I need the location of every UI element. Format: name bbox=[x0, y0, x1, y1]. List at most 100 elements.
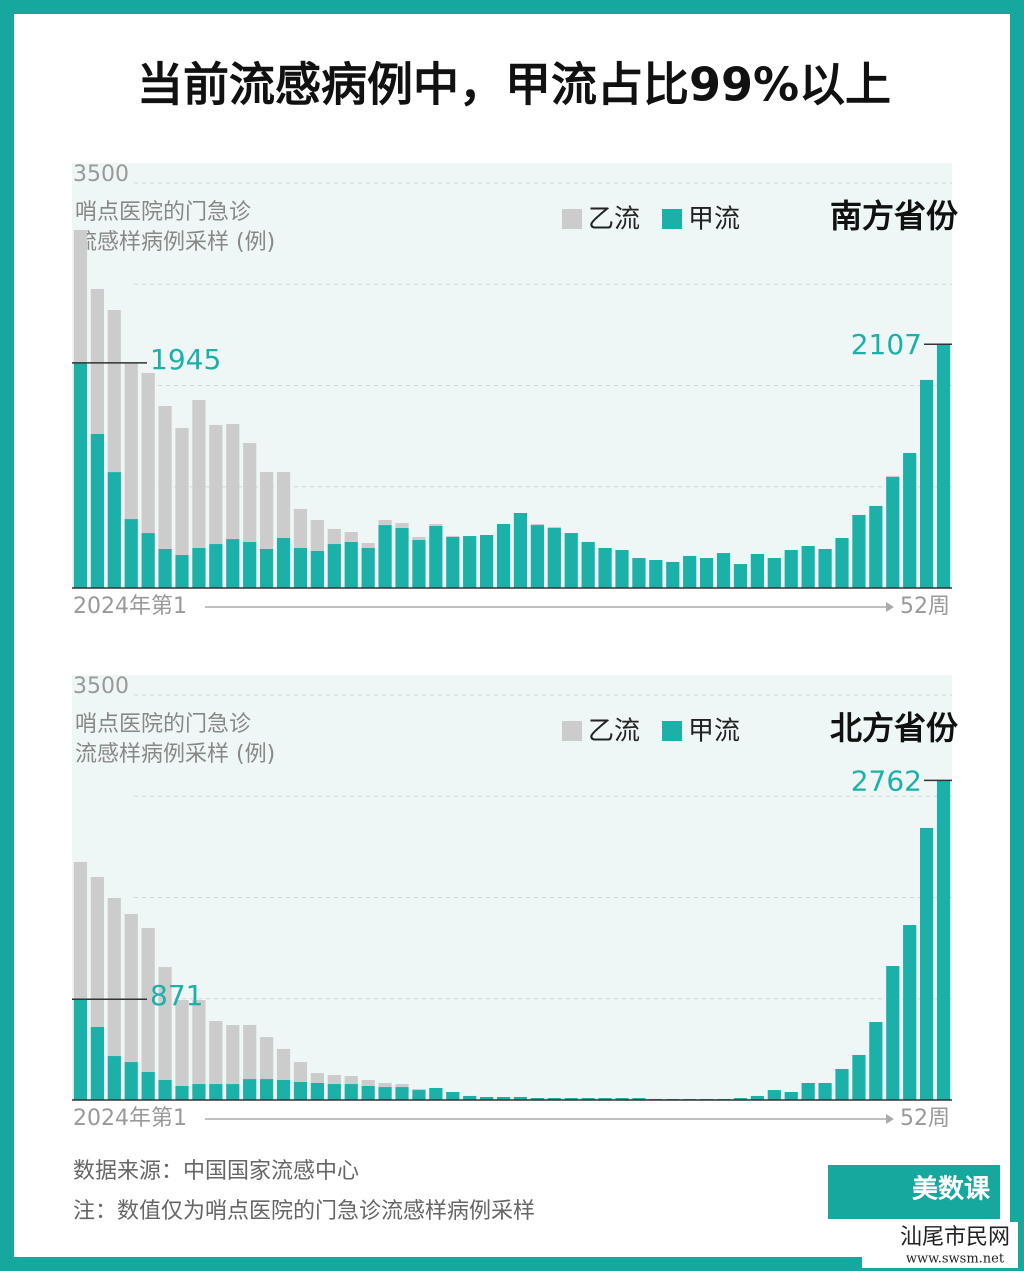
bar-b bbox=[547, 526, 561, 528]
x-tick-label: 2024年第1 bbox=[73, 1106, 187, 1131]
value-label: 2762 bbox=[851, 764, 922, 797]
bar-a bbox=[293, 547, 308, 588]
bar-a bbox=[73, 999, 88, 1100]
bar-a bbox=[733, 564, 748, 588]
bar-b bbox=[293, 508, 308, 548]
bar-a bbox=[852, 514, 866, 588]
title: 当前流感病例中，甲流占比99%以上 bbox=[137, 58, 891, 112]
bar-a bbox=[818, 1082, 832, 1100]
logo-box bbox=[828, 1165, 1000, 1219]
bar-a bbox=[192, 1084, 206, 1100]
bar-a bbox=[936, 344, 951, 588]
bar-b bbox=[361, 1079, 375, 1086]
bar-a bbox=[835, 538, 849, 588]
bar-b bbox=[378, 1082, 392, 1088]
bar-a bbox=[90, 1026, 104, 1100]
bar-b bbox=[327, 528, 341, 545]
bar-a bbox=[209, 544, 223, 588]
bar-a bbox=[260, 549, 274, 588]
source: 数据来源：中国国家流感中心 bbox=[73, 1159, 359, 1184]
bar-b bbox=[310, 1073, 324, 1083]
bar-a bbox=[835, 1068, 849, 1100]
legend-swatch bbox=[662, 209, 682, 229]
bar-a bbox=[175, 555, 189, 588]
bar-b bbox=[158, 405, 172, 550]
x-arrow-head bbox=[886, 602, 894, 612]
bar-a bbox=[124, 519, 138, 588]
logo: 美数课 bbox=[912, 1174, 991, 1205]
bar-a bbox=[395, 527, 409, 588]
legend-swatch bbox=[562, 209, 582, 229]
legend-label: 甲流 bbox=[688, 717, 740, 747]
bar-b bbox=[886, 475, 900, 478]
x-arrow-head bbox=[886, 1114, 894, 1124]
bar-a bbox=[361, 1085, 375, 1100]
bar-a bbox=[767, 558, 781, 588]
bar-a bbox=[260, 1079, 274, 1100]
bar-a bbox=[327, 1084, 341, 1100]
bar-a bbox=[886, 966, 900, 1100]
bar-a bbox=[598, 1098, 612, 1100]
bar-a bbox=[175, 1085, 189, 1100]
bar-a bbox=[852, 1054, 866, 1100]
bar-b bbox=[209, 1020, 223, 1085]
y-tick-label: 3500 bbox=[73, 674, 129, 699]
bar-a bbox=[530, 1098, 544, 1100]
bar-b bbox=[310, 519, 324, 551]
y-axis-label: 流感样病例采样 (例) bbox=[75, 230, 275, 255]
bar-a bbox=[226, 1084, 240, 1100]
bar-a bbox=[920, 827, 934, 1100]
bar-a bbox=[649, 559, 663, 588]
bar-a bbox=[903, 925, 917, 1100]
subtitle: 北方省份 bbox=[830, 709, 958, 747]
bar-a bbox=[310, 1082, 324, 1100]
bar-a bbox=[547, 527, 561, 588]
bar-a bbox=[141, 533, 155, 588]
bar-b bbox=[192, 399, 206, 548]
bar-a bbox=[530, 525, 544, 588]
bar-a bbox=[632, 1098, 646, 1100]
bar-a bbox=[192, 547, 206, 588]
note: 注：数值仅为哨点医院的门急诊流感样病例采样 bbox=[73, 1199, 535, 1224]
bar-a bbox=[513, 1096, 528, 1100]
bar-b bbox=[107, 310, 121, 473]
bar-a bbox=[463, 536, 477, 588]
bar-a bbox=[666, 561, 680, 588]
bar-b bbox=[260, 472, 274, 550]
bar-a bbox=[395, 1087, 409, 1100]
bar-a bbox=[801, 1082, 815, 1100]
bar-a bbox=[344, 1084, 358, 1100]
bar-a bbox=[158, 549, 172, 588]
bar-a bbox=[276, 538, 291, 588]
bar-a bbox=[818, 549, 832, 588]
y-tick-label: 3500 bbox=[73, 162, 129, 187]
bar-b bbox=[226, 1025, 240, 1085]
bar-b bbox=[276, 1048, 291, 1080]
bar-b bbox=[429, 524, 443, 526]
bar-a bbox=[632, 558, 646, 588]
bar-a bbox=[750, 553, 764, 588]
bar-a bbox=[107, 472, 121, 588]
bar-b bbox=[293, 1062, 308, 1082]
bar-a bbox=[598, 547, 612, 588]
bar-b bbox=[243, 443, 257, 542]
bar-a bbox=[547, 1098, 561, 1100]
bar-a bbox=[141, 1071, 155, 1100]
bar-b bbox=[141, 373, 155, 534]
bar-a bbox=[700, 558, 714, 588]
bar-b bbox=[209, 424, 223, 545]
bar-a bbox=[683, 555, 697, 588]
bar-b bbox=[192, 1000, 206, 1085]
bar-b bbox=[395, 522, 409, 528]
bar-a bbox=[784, 550, 798, 588]
bar-a bbox=[733, 1098, 748, 1100]
bar-b bbox=[226, 424, 240, 540]
bar-a bbox=[886, 477, 900, 588]
bar-a bbox=[480, 1096, 494, 1100]
bar-b bbox=[73, 861, 88, 1000]
value-label: 1945 bbox=[150, 343, 221, 376]
bar-b bbox=[378, 519, 392, 526]
bar-a bbox=[276, 1079, 291, 1100]
bar-a bbox=[869, 505, 883, 588]
